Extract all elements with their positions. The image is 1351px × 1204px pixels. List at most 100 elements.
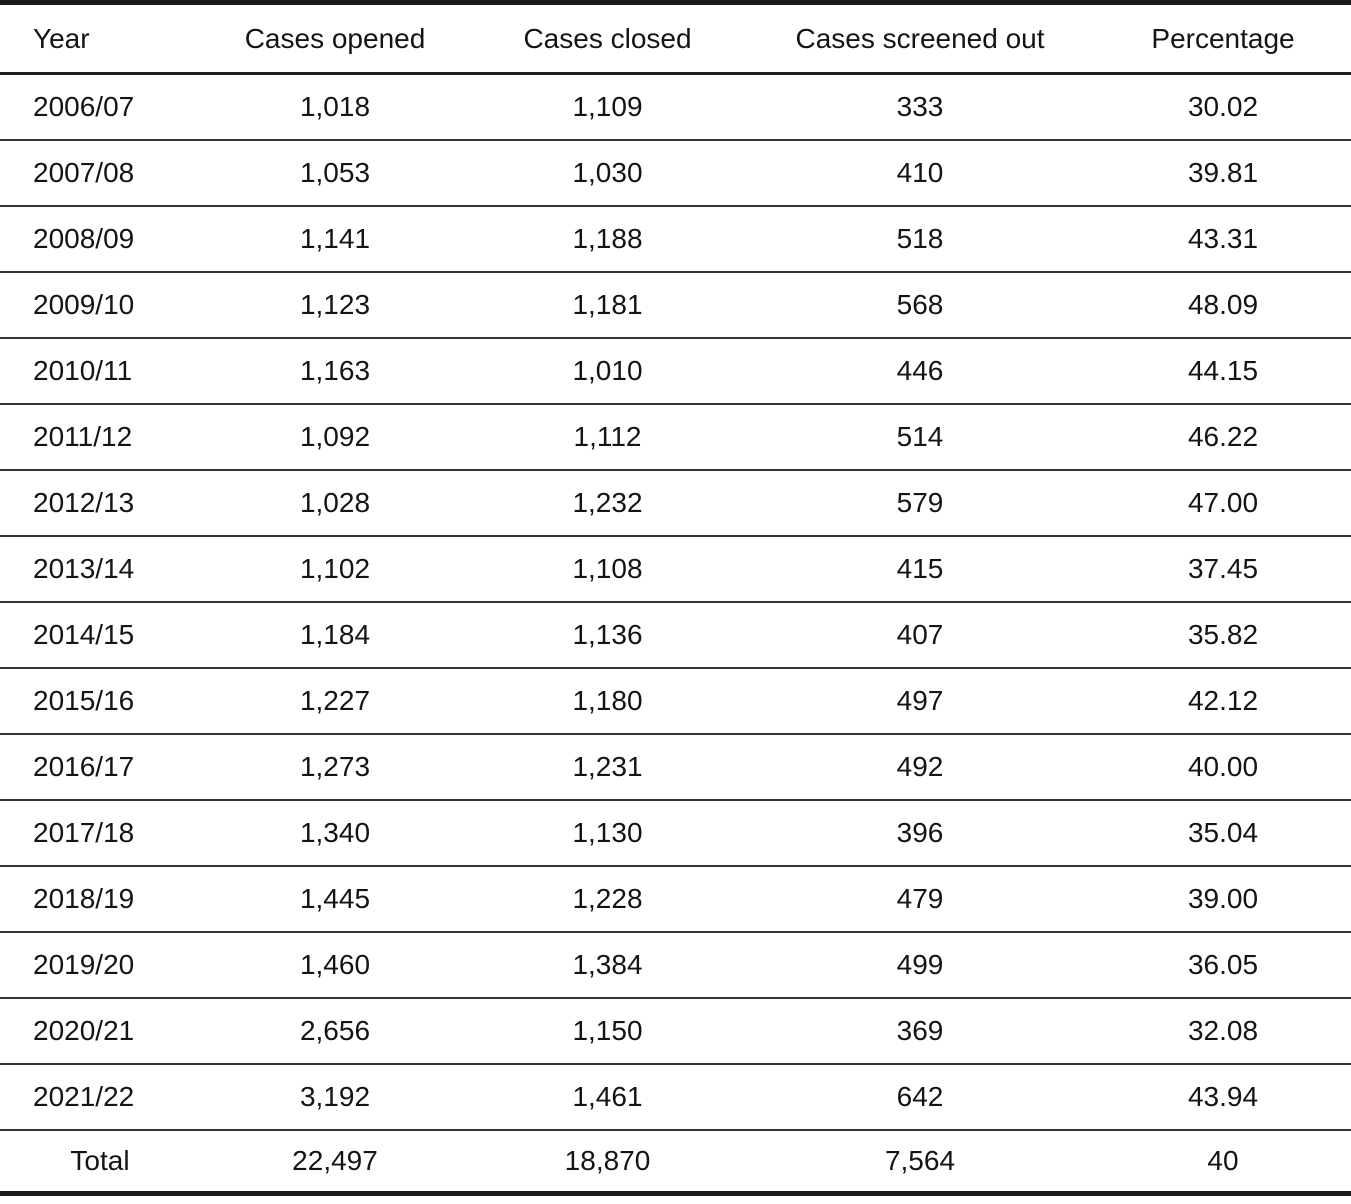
cell-year: 2013/14 (0, 536, 200, 603)
cell-cases-screened-out: 499 (745, 932, 1095, 999)
table-row: 2012/13 1,028 1,232 579 47.00 (0, 470, 1351, 537)
cell-year: 2014/15 (0, 602, 200, 669)
table-row: 2007/08 1,053 1,030 410 39.81 (0, 140, 1351, 207)
cell-year: 2007/08 (0, 140, 200, 207)
cell-cases-opened: 1,092 (200, 404, 470, 471)
cell-cases-screened-out: 497 (745, 668, 1095, 735)
cell-percentage: 39.81 (1095, 140, 1351, 207)
cell-cases-closed: 1,228 (470, 866, 745, 933)
table-row: 2008/09 1,141 1,188 518 43.31 (0, 206, 1351, 273)
cell-year: 2010/11 (0, 338, 200, 405)
cell-year: 2021/22 (0, 1064, 200, 1131)
total-label: Total (70, 1145, 130, 1176)
cell-cases-screened-out: 369 (745, 998, 1095, 1065)
cell-year: 2008/09 (0, 206, 200, 273)
cell-cases-closed: 1,030 (470, 140, 745, 207)
cell-cases-opened: 1,445 (200, 866, 470, 933)
cell-cases-screened-out: 396 (745, 800, 1095, 867)
table-row: 2016/17 1,273 1,231 492 40.00 (0, 734, 1351, 801)
cell-percentage: 30.02 (1095, 73, 1351, 141)
cell-year: 2012/13 (0, 470, 200, 537)
header-row: Year Cases opened Cases closed Cases scr… (0, 2, 1351, 75)
cell-cases-closed: 1,130 (470, 800, 745, 867)
table-row: 2010/11 1,163 1,010 446 44.15 (0, 338, 1351, 405)
cell-cases-screened-out: 415 (745, 536, 1095, 603)
cell-percentage: 39.00 (1095, 866, 1351, 933)
cell-cases-opened: 1,340 (200, 800, 470, 867)
cell-year: 2020/21 (0, 998, 200, 1065)
table-row: 2017/18 1,340 1,130 396 35.04 (0, 800, 1351, 867)
cell-cases-screened-out: 410 (745, 140, 1095, 207)
table-row: 2009/10 1,123 1,181 568 48.09 (0, 272, 1351, 339)
cell-cases-screened-out: 579 (745, 470, 1095, 537)
cell-cases-screened-out: 518 (745, 206, 1095, 273)
column-header-cases-screened-out: Cases screened out (745, 2, 1095, 75)
cell-year: 2018/19 (0, 866, 200, 933)
cell-percentage: 35.04 (1095, 800, 1351, 867)
table-row: 2013/14 1,102 1,108 415 37.45 (0, 536, 1351, 603)
cell-cases-closed: 1,109 (470, 73, 745, 141)
cell-cases-opened: 1,053 (200, 140, 470, 207)
cell-cases-opened: 1,018 (200, 73, 470, 141)
cell-cases-closed: 1,108 (470, 536, 745, 603)
cell-percentage: 44.15 (1095, 338, 1351, 405)
cell-cases-screened-out: 514 (745, 404, 1095, 471)
cell-percentage: 43.31 (1095, 206, 1351, 273)
total-cases-closed: 18,870 (564, 1145, 651, 1176)
cell-percentage: 37.45 (1095, 536, 1351, 603)
total-row: Total 22,497 18,870 7,564 40 (0, 1130, 1351, 1194)
table-row: 2006/07 1,018 1,109 333 30.02 (0, 73, 1351, 141)
cell-cases-opened: 1,102 (200, 536, 470, 603)
cell-cases-opened: 1,163 (200, 338, 470, 405)
cell-year: 2011/12 (0, 404, 200, 471)
cell-cases-opened: 3,192 (200, 1064, 470, 1131)
cell-cases-closed: 1,136 (470, 602, 745, 669)
cell-cases-closed: 1,181 (470, 272, 745, 339)
column-header-year: Year (0, 2, 200, 75)
table-row: 2019/20 1,460 1,384 499 36.05 (0, 932, 1351, 999)
cell-year: 2019/20 (0, 932, 200, 999)
cell-percentage: 32.08 (1095, 998, 1351, 1065)
table-row: 2018/19 1,445 1,228 479 39.00 (0, 866, 1351, 933)
cell-cases-opened: 1,141 (200, 206, 470, 273)
cell-cases-opened: 1,184 (200, 602, 470, 669)
cell-cases-screened-out: 568 (745, 272, 1095, 339)
cell-cases-closed: 1,232 (470, 470, 745, 537)
table-row: 2020/21 2,656 1,150 369 32.08 (0, 998, 1351, 1065)
cell-cases-closed: 1,112 (470, 404, 745, 471)
cell-cases-screened-out: 479 (745, 866, 1095, 933)
cell-cases-screened-out: 642 (745, 1064, 1095, 1131)
cell-cases-opened: 1,227 (200, 668, 470, 735)
cell-year: 2017/18 (0, 800, 200, 867)
cell-percentage: 47.00 (1095, 470, 1351, 537)
table-row: 2021/22 3,192 1,461 642 43.94 (0, 1064, 1351, 1131)
cell-cases-screened-out: 333 (745, 73, 1095, 141)
table-row: 2014/15 1,184 1,136 407 35.82 (0, 602, 1351, 669)
cell-cases-opened: 2,656 (200, 998, 470, 1065)
cell-cases-opened: 1,460 (200, 932, 470, 999)
total-cases-screened-out: 7,564 (884, 1145, 956, 1176)
cell-year: 2016/17 (0, 734, 200, 801)
cell-cases-screened-out: 492 (745, 734, 1095, 801)
cell-percentage: 46.22 (1095, 404, 1351, 471)
cell-cases-closed: 1,150 (470, 998, 745, 1065)
total-cases-opened: 22,497 (292, 1145, 378, 1176)
cell-cases-opened: 1,028 (200, 470, 470, 537)
cell-cases-opened: 1,273 (200, 734, 470, 801)
cell-year: 2009/10 (0, 272, 200, 339)
cell-cases-screened-out: 407 (745, 602, 1095, 669)
cell-cases-closed: 1,010 (470, 338, 745, 405)
cell-cases-closed: 1,461 (470, 1064, 745, 1131)
cell-percentage: 35.82 (1095, 602, 1351, 669)
table-row: 2015/16 1,227 1,180 497 42.12 (0, 668, 1351, 735)
cell-percentage: 42.12 (1095, 668, 1351, 735)
cell-cases-closed: 1,231 (470, 734, 745, 801)
cell-cases-closed: 1,180 (470, 668, 745, 735)
cell-cases-closed: 1,188 (470, 206, 745, 273)
cell-percentage: 48.09 (1095, 272, 1351, 339)
table-row: 2011/12 1,092 1,112 514 46.22 (0, 404, 1351, 471)
column-header-cases-opened: Cases opened (200, 2, 470, 75)
column-header-percentage: Percentage (1095, 2, 1351, 75)
cell-cases-closed: 1,384 (470, 932, 745, 999)
